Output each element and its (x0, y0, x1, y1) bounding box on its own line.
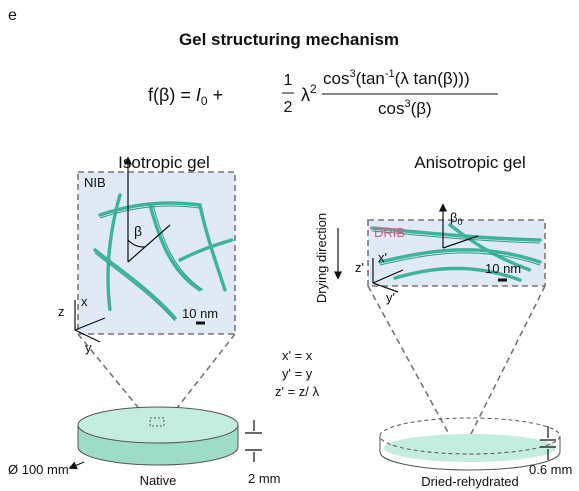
nib-label: NIB (84, 175, 106, 190)
transform-x: x' = x (282, 348, 313, 363)
transform-z: z' = z/ λ (275, 384, 320, 399)
formula-lhs: f(β) = I0 + (148, 85, 223, 108)
figure: e Gel structuring mechanism f(β) = I0 + … (0, 0, 579, 491)
angle-label: β (134, 223, 142, 239)
lambda: λ2 (301, 82, 317, 105)
axis-y2: y' (386, 290, 395, 305)
formula: f(β) = I0 + 1 2 λ2 cos3(tan-1(λ tan(β)))… (148, 68, 498, 118)
panel-label: e (8, 7, 17, 24)
numerator: cos3(tan-1(λ tan(β))) (323, 68, 470, 88)
scale-label-2: 10 nm (485, 261, 521, 276)
axis-z2: z' (355, 260, 364, 275)
native-label: Native (140, 473, 177, 488)
native-dish (78, 407, 238, 465)
frac-den: 2 (284, 99, 293, 116)
anisotropic-title: Anisotropic gel (414, 153, 526, 172)
axis-x2: x' (378, 250, 387, 265)
native-height: 2 mm (248, 471, 281, 486)
drib-label: DRIB (374, 225, 405, 240)
axis-x: x (81, 294, 88, 309)
diameter-label: Ø 100 mm (8, 462, 69, 477)
angle-label-2: β0 (450, 210, 463, 227)
frac-num: 1 (284, 72, 293, 89)
drying-label: Drying direction (314, 213, 329, 303)
title: Gel structuring mechanism (179, 30, 399, 49)
scale-label: 10 nm (182, 306, 218, 321)
dried-label: Dried-rehydrated (421, 474, 519, 489)
denominator: cos3(β) (378, 98, 432, 118)
diameter-pointer (70, 462, 84, 468)
transform-y: y' = y (282, 366, 313, 381)
isotropic-title: Isotropic gel (118, 153, 210, 172)
axis-z: z (58, 304, 65, 319)
height-marker (245, 420, 262, 462)
dried-height: 0.6 mm (529, 462, 572, 477)
axis-y: y (85, 340, 92, 355)
